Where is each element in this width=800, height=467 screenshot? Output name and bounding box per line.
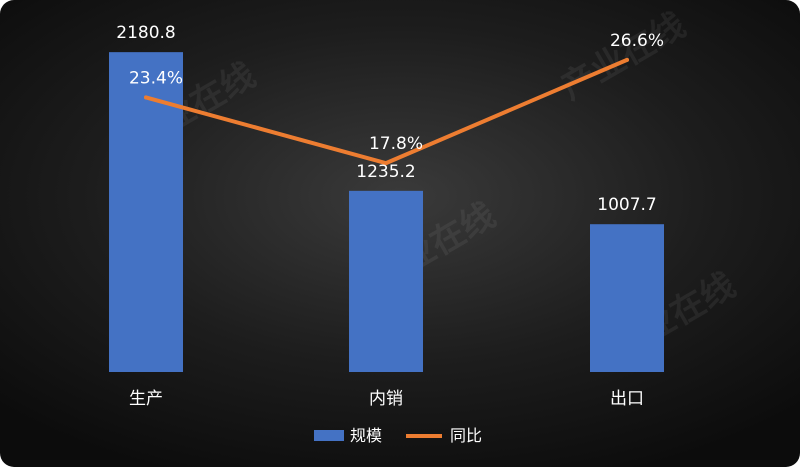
bar-value-label: 1007.7 bbox=[597, 195, 656, 215]
bar-value-label: 2180.8 bbox=[116, 23, 175, 43]
bar-生产 bbox=[109, 52, 183, 373]
bar-value-label: 1235.2 bbox=[356, 162, 415, 182]
line-value-label: 17.8% bbox=[369, 134, 423, 154]
legend-label-同比: 同比 bbox=[450, 426, 482, 445]
legend-label-规模: 规模 bbox=[350, 426, 382, 445]
bar-出口 bbox=[590, 224, 664, 372]
line-point bbox=[144, 95, 148, 100]
bars bbox=[109, 52, 664, 373]
watermark-text: 产业在线 bbox=[555, 5, 693, 108]
line-value-label: 26.6% bbox=[610, 31, 664, 51]
x-tick-label: 出口 bbox=[610, 389, 644, 409]
line-point bbox=[384, 161, 388, 166]
labels: 2180.8 1235.2 1007.7 23.4% 17.8% 26.6% 生产 内销 出口 bbox=[116, 23, 664, 409]
x-tick-label: 内销 bbox=[369, 389, 403, 409]
bar-内销 bbox=[349, 190, 423, 372]
line-point bbox=[625, 57, 629, 62]
line-layer bbox=[144, 57, 629, 166]
legend: 规模 同比 bbox=[314, 426, 482, 445]
line-value-label: 23.4% bbox=[129, 68, 183, 88]
x-tick-label: 生产 bbox=[129, 389, 163, 409]
legend-swatch-规模 bbox=[314, 430, 344, 441]
